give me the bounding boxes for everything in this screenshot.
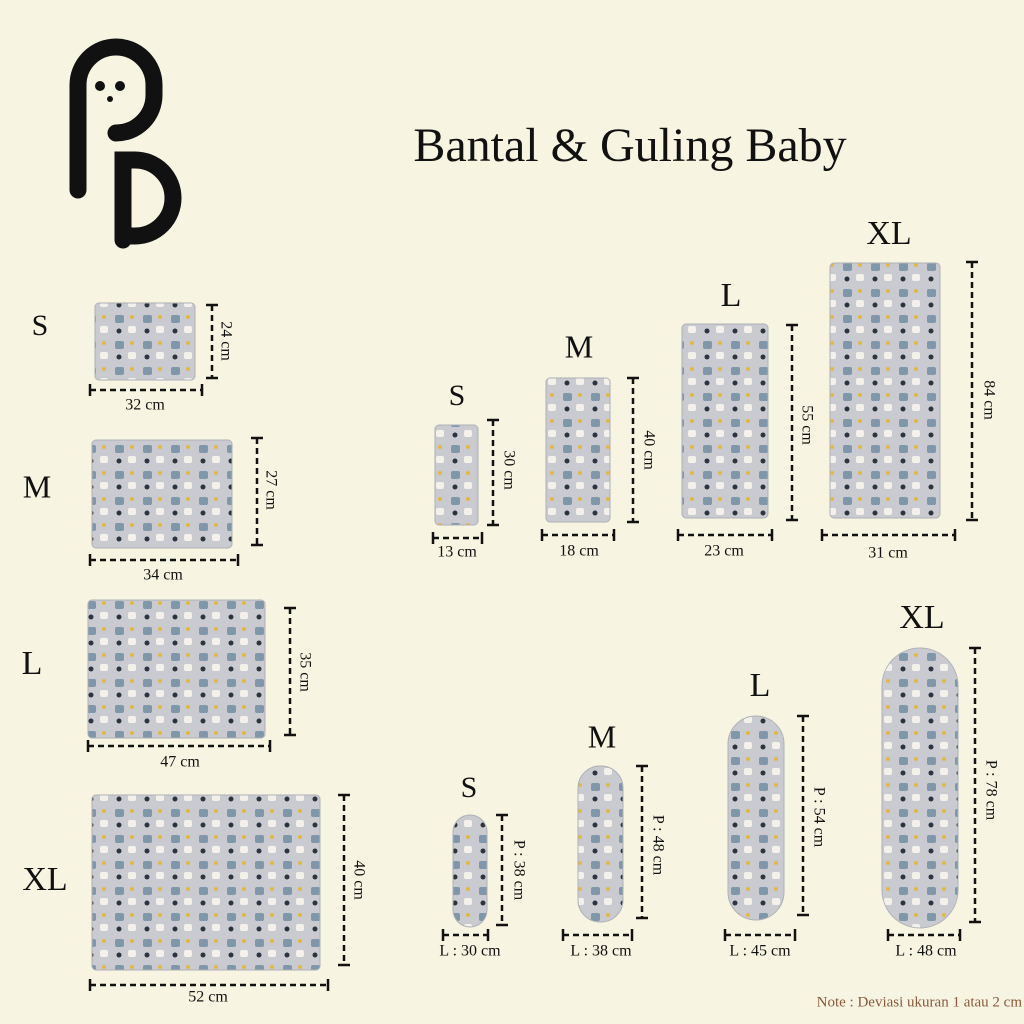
- size-label: L: [750, 667, 771, 704]
- width-label: 32 cm: [125, 397, 165, 414]
- product-image: [434, 424, 479, 526]
- product-image: [452, 814, 488, 928]
- height-label: 84 cm: [980, 380, 997, 420]
- size-label: S: [461, 771, 478, 804]
- size-label: L: [22, 645, 43, 682]
- product-image: [91, 794, 321, 971]
- product-image: [87, 599, 266, 739]
- size-label: L: [721, 277, 742, 314]
- size-label: M: [588, 718, 616, 754]
- width-label: L : 48 cm: [895, 943, 957, 960]
- height-label: P : 38 cm: [510, 840, 527, 901]
- height-label: P : 54 cm: [810, 787, 827, 848]
- logo: [69, 38, 182, 249]
- height-label: 27 cm: [262, 470, 279, 510]
- product-image: [94, 302, 196, 381]
- size-label: XL: [899, 599, 944, 636]
- product-image: [829, 262, 941, 519]
- height-label: 30 cm: [500, 450, 517, 490]
- size-label: S: [32, 309, 49, 342]
- size-label: S: [449, 379, 466, 412]
- width-label: 47 cm: [160, 754, 200, 771]
- product-image: [681, 323, 769, 519]
- product-image: [881, 647, 959, 929]
- height-label: P : 78 cm: [982, 760, 999, 821]
- note: Note : Deviasi ukuran 1 atau 2 cm: [817, 994, 1023, 1010]
- title: Bantal & Guling Baby: [413, 119, 846, 172]
- size-label: XL: [866, 215, 911, 252]
- width-label: 18 cm: [559, 543, 599, 560]
- width-label: 23 cm: [704, 543, 744, 560]
- size-label: XL: [22, 861, 67, 898]
- height-label: 24 cm: [217, 321, 234, 361]
- width-label: 34 cm: [143, 567, 183, 584]
- width-label: L : 30 cm: [439, 943, 501, 960]
- width-label: 52 cm: [188, 989, 228, 1006]
- height-label: 55 cm: [798, 405, 815, 445]
- product-image: [577, 765, 624, 923]
- size-label: M: [23, 468, 51, 504]
- product-image: [727, 715, 785, 921]
- product-image: [545, 377, 611, 523]
- height-label: P : 48 cm: [649, 815, 666, 876]
- height-label: 40 cm: [640, 430, 657, 470]
- height-label: 40 cm: [350, 860, 367, 900]
- width-label: L : 45 cm: [729, 943, 791, 960]
- width-label: 13 cm: [437, 544, 477, 561]
- size-label: M: [565, 328, 593, 364]
- width-label: 31 cm: [868, 545, 908, 562]
- product-image: [91, 439, 233, 549]
- height-label: 35 cm: [296, 652, 313, 692]
- width-label: L : 38 cm: [570, 943, 632, 960]
